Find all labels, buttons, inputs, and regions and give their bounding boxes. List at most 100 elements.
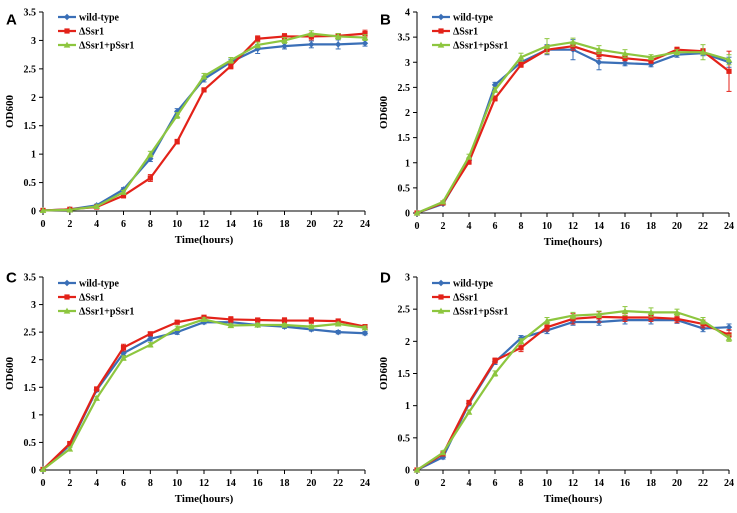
x-tick-label: 22 [698,221,708,232]
legend-swatch-marker [63,13,71,21]
data-point [200,316,208,323]
y-tick-label: 2.5 [398,305,411,316]
data-point [622,55,628,61]
legend-swatch-marker [437,41,445,48]
legend-label: wild-type [453,279,494,290]
x-tick-label: 8 [148,478,153,489]
x-tick-label: 14 [226,219,236,230]
data-point [39,207,47,214]
data-point [361,324,369,331]
legend: wild-type ΔSsr1 ΔSsr1+pSsr1 [432,279,508,318]
data-point [334,33,342,40]
panel-letter: D [380,269,391,286]
y-tick-label: 1 [31,150,36,161]
data-point [648,314,654,321]
x-tick-label: 16 [253,219,263,230]
series-1 [39,39,369,214]
x-axis-title: Time(hours) [175,493,234,505]
legend-swatch-marker [437,279,445,287]
panel-c: C00.511.522.533.50 2 4 6 8 10 12 14 16 18 20 22 24Ti… [4,269,370,505]
y-tick-label: 0 [405,466,410,477]
panel-letter: A [6,11,17,28]
legend-label: ΔSsr1 [79,293,104,304]
data-point [227,56,235,63]
data-point [674,316,680,322]
data-point [201,87,207,93]
data-point [543,42,551,49]
series-3 [413,306,733,473]
data-point [491,86,499,93]
x-tick-label: 12 [199,478,209,489]
data-point [174,139,180,145]
y-tick-label: 1 [405,158,410,169]
data-point [439,449,447,456]
data-point [147,331,153,337]
data-point [254,321,261,328]
legend-label: ΔSsr1 [453,293,478,304]
series-line [42,318,366,471]
series-3 [39,30,369,214]
x-tick-label: 12 [568,221,578,232]
data-point [517,337,525,344]
panel-letter: C [6,269,17,286]
x-tick-label: 20 [672,221,682,232]
series-line [416,319,730,471]
data-point [543,317,551,324]
data-point [254,41,261,48]
y-tick-label: 1 [405,401,410,412]
series-1 [413,315,733,474]
data-point [67,440,73,447]
legend-label: wild-type [79,13,120,24]
data-point [120,344,127,351]
x-tick-label: 14 [226,478,236,489]
data-point [647,308,655,315]
data-point [648,58,654,64]
data-point [228,63,234,69]
x-tick-label: 10 [172,478,182,489]
y-tick-label: 3 [31,300,36,311]
x-tick-label: 22 [333,478,343,489]
data-point [465,153,473,160]
data-point [39,466,47,473]
legend-label: ΔSsr1+pSsr1 [79,307,134,318]
data-point [673,48,681,55]
y-tick-label: 1 [31,410,36,421]
x-tick-label: 12 [568,478,578,489]
data-point [595,59,603,66]
x-tick-label: 10 [542,478,552,489]
legend-label: ΔSsr1 [453,27,478,38]
x-tick-label: 8 [148,219,153,230]
data-point [699,48,707,55]
data-point [281,321,288,328]
x-tick-label: 24 [724,221,734,232]
x-tick-label: 16 [620,478,630,489]
data-point [622,314,628,321]
data-point [120,193,127,199]
y-tick-label: 0.5 [398,183,411,194]
x-tick-label: 24 [360,478,370,489]
data-point [725,334,733,341]
x-tick-label: 6 [121,219,126,230]
data-point [544,324,550,330]
data-point [308,30,315,37]
data-point [66,445,74,452]
series-1 [413,39,733,217]
x-tick-label: 20 [306,478,316,489]
series-line [416,45,730,215]
legend-label: ΔSsr1 [79,27,104,38]
x-tick-label: 4 [94,219,99,230]
data-point [147,150,154,157]
series-2 [40,314,368,473]
x-tick-label: 18 [280,219,290,230]
y-tick-label: 3.5 [24,8,37,19]
data-point [173,324,181,331]
data-point [361,40,369,47]
data-point [465,408,473,415]
legend-swatch-marker [64,28,70,34]
y-axis-title: OD600 [4,357,16,391]
y-tick-label: 3 [405,273,410,284]
data-point [466,159,472,165]
y-tick-label: 1.5 [24,121,37,132]
data-point [413,466,421,473]
